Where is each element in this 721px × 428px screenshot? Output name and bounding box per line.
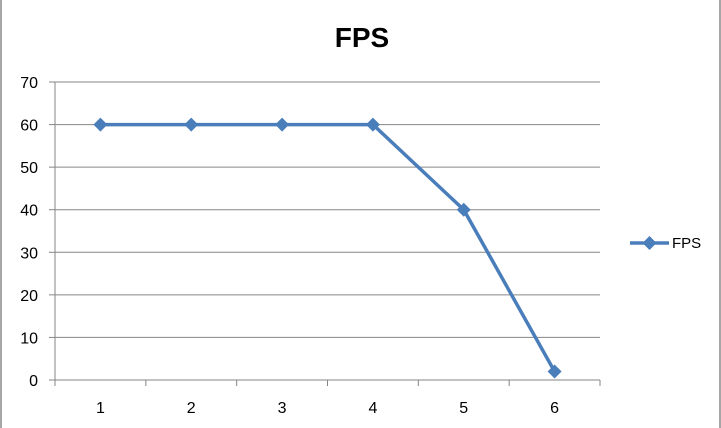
x-tick-label: 6: [550, 400, 559, 417]
y-tick-label: 50: [20, 160, 38, 177]
data-point: [456, 202, 471, 217]
series-layer: [93, 117, 562, 379]
x-tick-label: 4: [368, 400, 377, 417]
y-tick-label: 60: [20, 118, 38, 135]
y-tick-label: 0: [29, 373, 38, 390]
y-tick-label: 30: [20, 245, 38, 262]
x-tick-labels: 1 2 3 4 5 6: [96, 400, 559, 417]
data-point: [365, 117, 380, 132]
y-tick-labels: 0 10 20 30 40 50 60 70: [20, 75, 38, 390]
x-tick-label: 2: [187, 400, 196, 417]
x-tick-label: 1: [96, 400, 105, 417]
axes: [49, 81, 601, 386]
chart-title: FPS: [335, 22, 389, 53]
series-line-fps: [100, 122, 557, 373]
x-tick-label: 5: [459, 400, 468, 417]
data-point: [93, 117, 108, 132]
data-point: [184, 117, 199, 132]
y-tick-label: 10: [20, 330, 38, 347]
y-tick-label: 20: [20, 288, 38, 305]
x-tick-label: 3: [278, 400, 287, 417]
y-tick-label: 70: [20, 75, 38, 92]
data-point: [547, 364, 562, 379]
legend-marker-fps: [642, 236, 657, 250]
data-point: [275, 117, 290, 132]
gridlines: [55, 81, 600, 338]
legend: FPS: [630, 235, 701, 252]
y-tick-label: 40: [20, 203, 38, 220]
legend-label-fps: FPS: [672, 235, 701, 252]
